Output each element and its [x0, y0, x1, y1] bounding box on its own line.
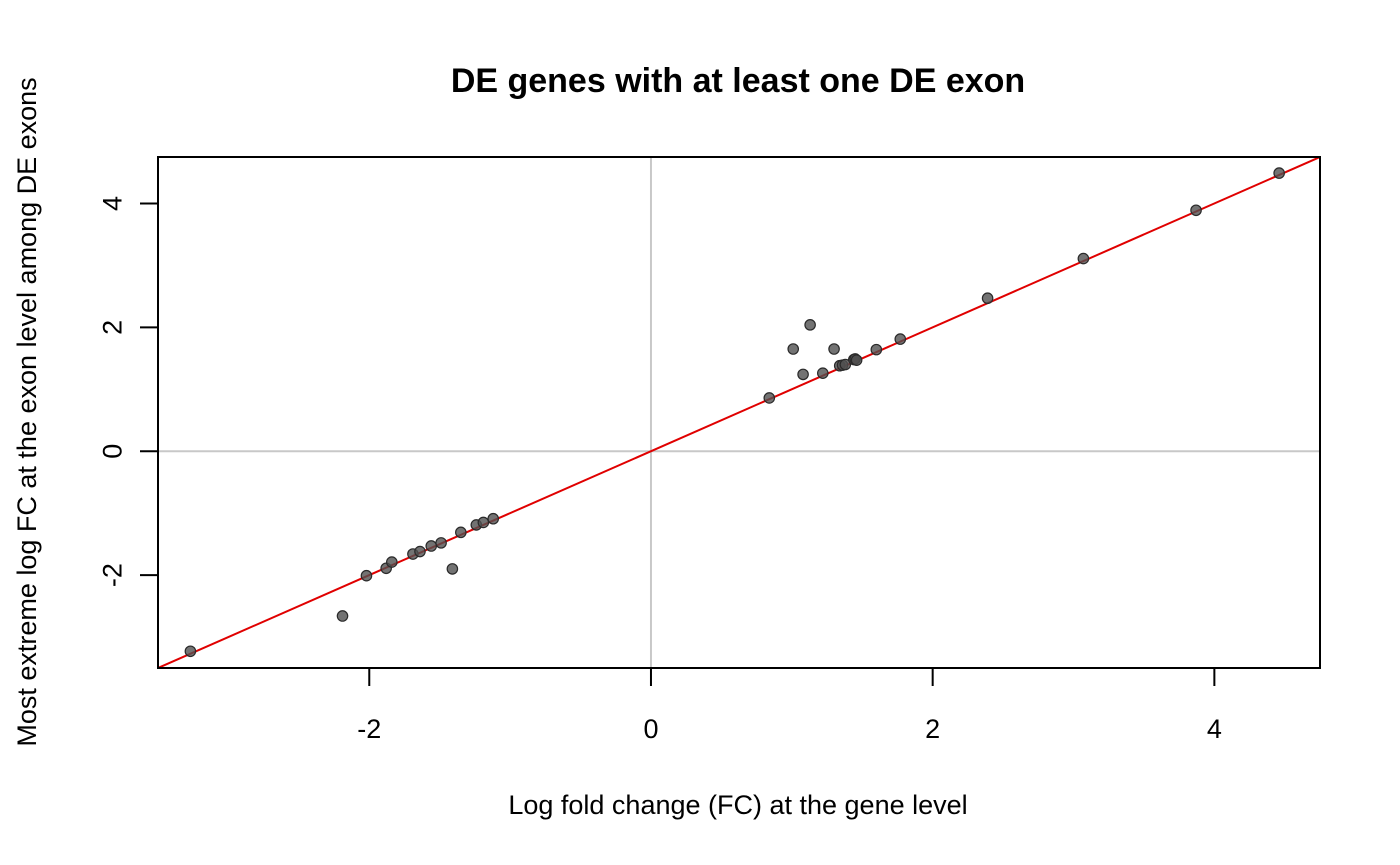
data-point — [414, 545, 426, 558]
data-point — [477, 516, 490, 529]
data-point — [1273, 167, 1285, 179]
x-axis-label: Log fold change (FC) at the gene level — [508, 790, 967, 820]
plot-frame — [157, 156, 1321, 669]
data-point — [839, 358, 852, 371]
data-point — [1077, 252, 1090, 265]
chart-title: DE genes with at least one DE exon — [451, 62, 1025, 100]
data-point — [425, 540, 438, 552]
x-tick-label: 0 — [643, 714, 658, 744]
data-point — [763, 392, 776, 404]
data-point — [336, 610, 349, 622]
data-point — [446, 563, 459, 575]
x-tick-label: -2 — [357, 714, 381, 744]
data-point — [360, 569, 373, 582]
y-tick-label: 4 — [97, 196, 127, 211]
data-point — [817, 367, 829, 379]
y-tick-label: -2 — [97, 563, 127, 587]
data-point — [1190, 204, 1202, 217]
x-tick-label: 4 — [1207, 714, 1222, 744]
data-point — [386, 556, 398, 568]
y-tick-label: 0 — [97, 444, 127, 459]
data-point — [850, 354, 863, 366]
data-point — [894, 333, 907, 345]
data-point — [870, 343, 883, 356]
y-axis-label: Most extreme log FC at the exon level am… — [12, 77, 42, 746]
data-point — [435, 537, 447, 549]
plot-area: -2 0 2 4 -2 0 2 4 — [97, 156, 1321, 744]
x-tick-label: 2 — [925, 714, 940, 744]
identity-line — [158, 157, 1320, 668]
data-point — [797, 368, 809, 381]
data-point — [804, 319, 816, 331]
y-tick-label: 2 — [97, 320, 127, 335]
data-point — [787, 343, 800, 355]
data-point — [184, 645, 197, 658]
data-point — [828, 343, 840, 355]
data-point — [487, 512, 500, 525]
data-point — [455, 526, 467, 539]
data-point — [981, 292, 994, 305]
